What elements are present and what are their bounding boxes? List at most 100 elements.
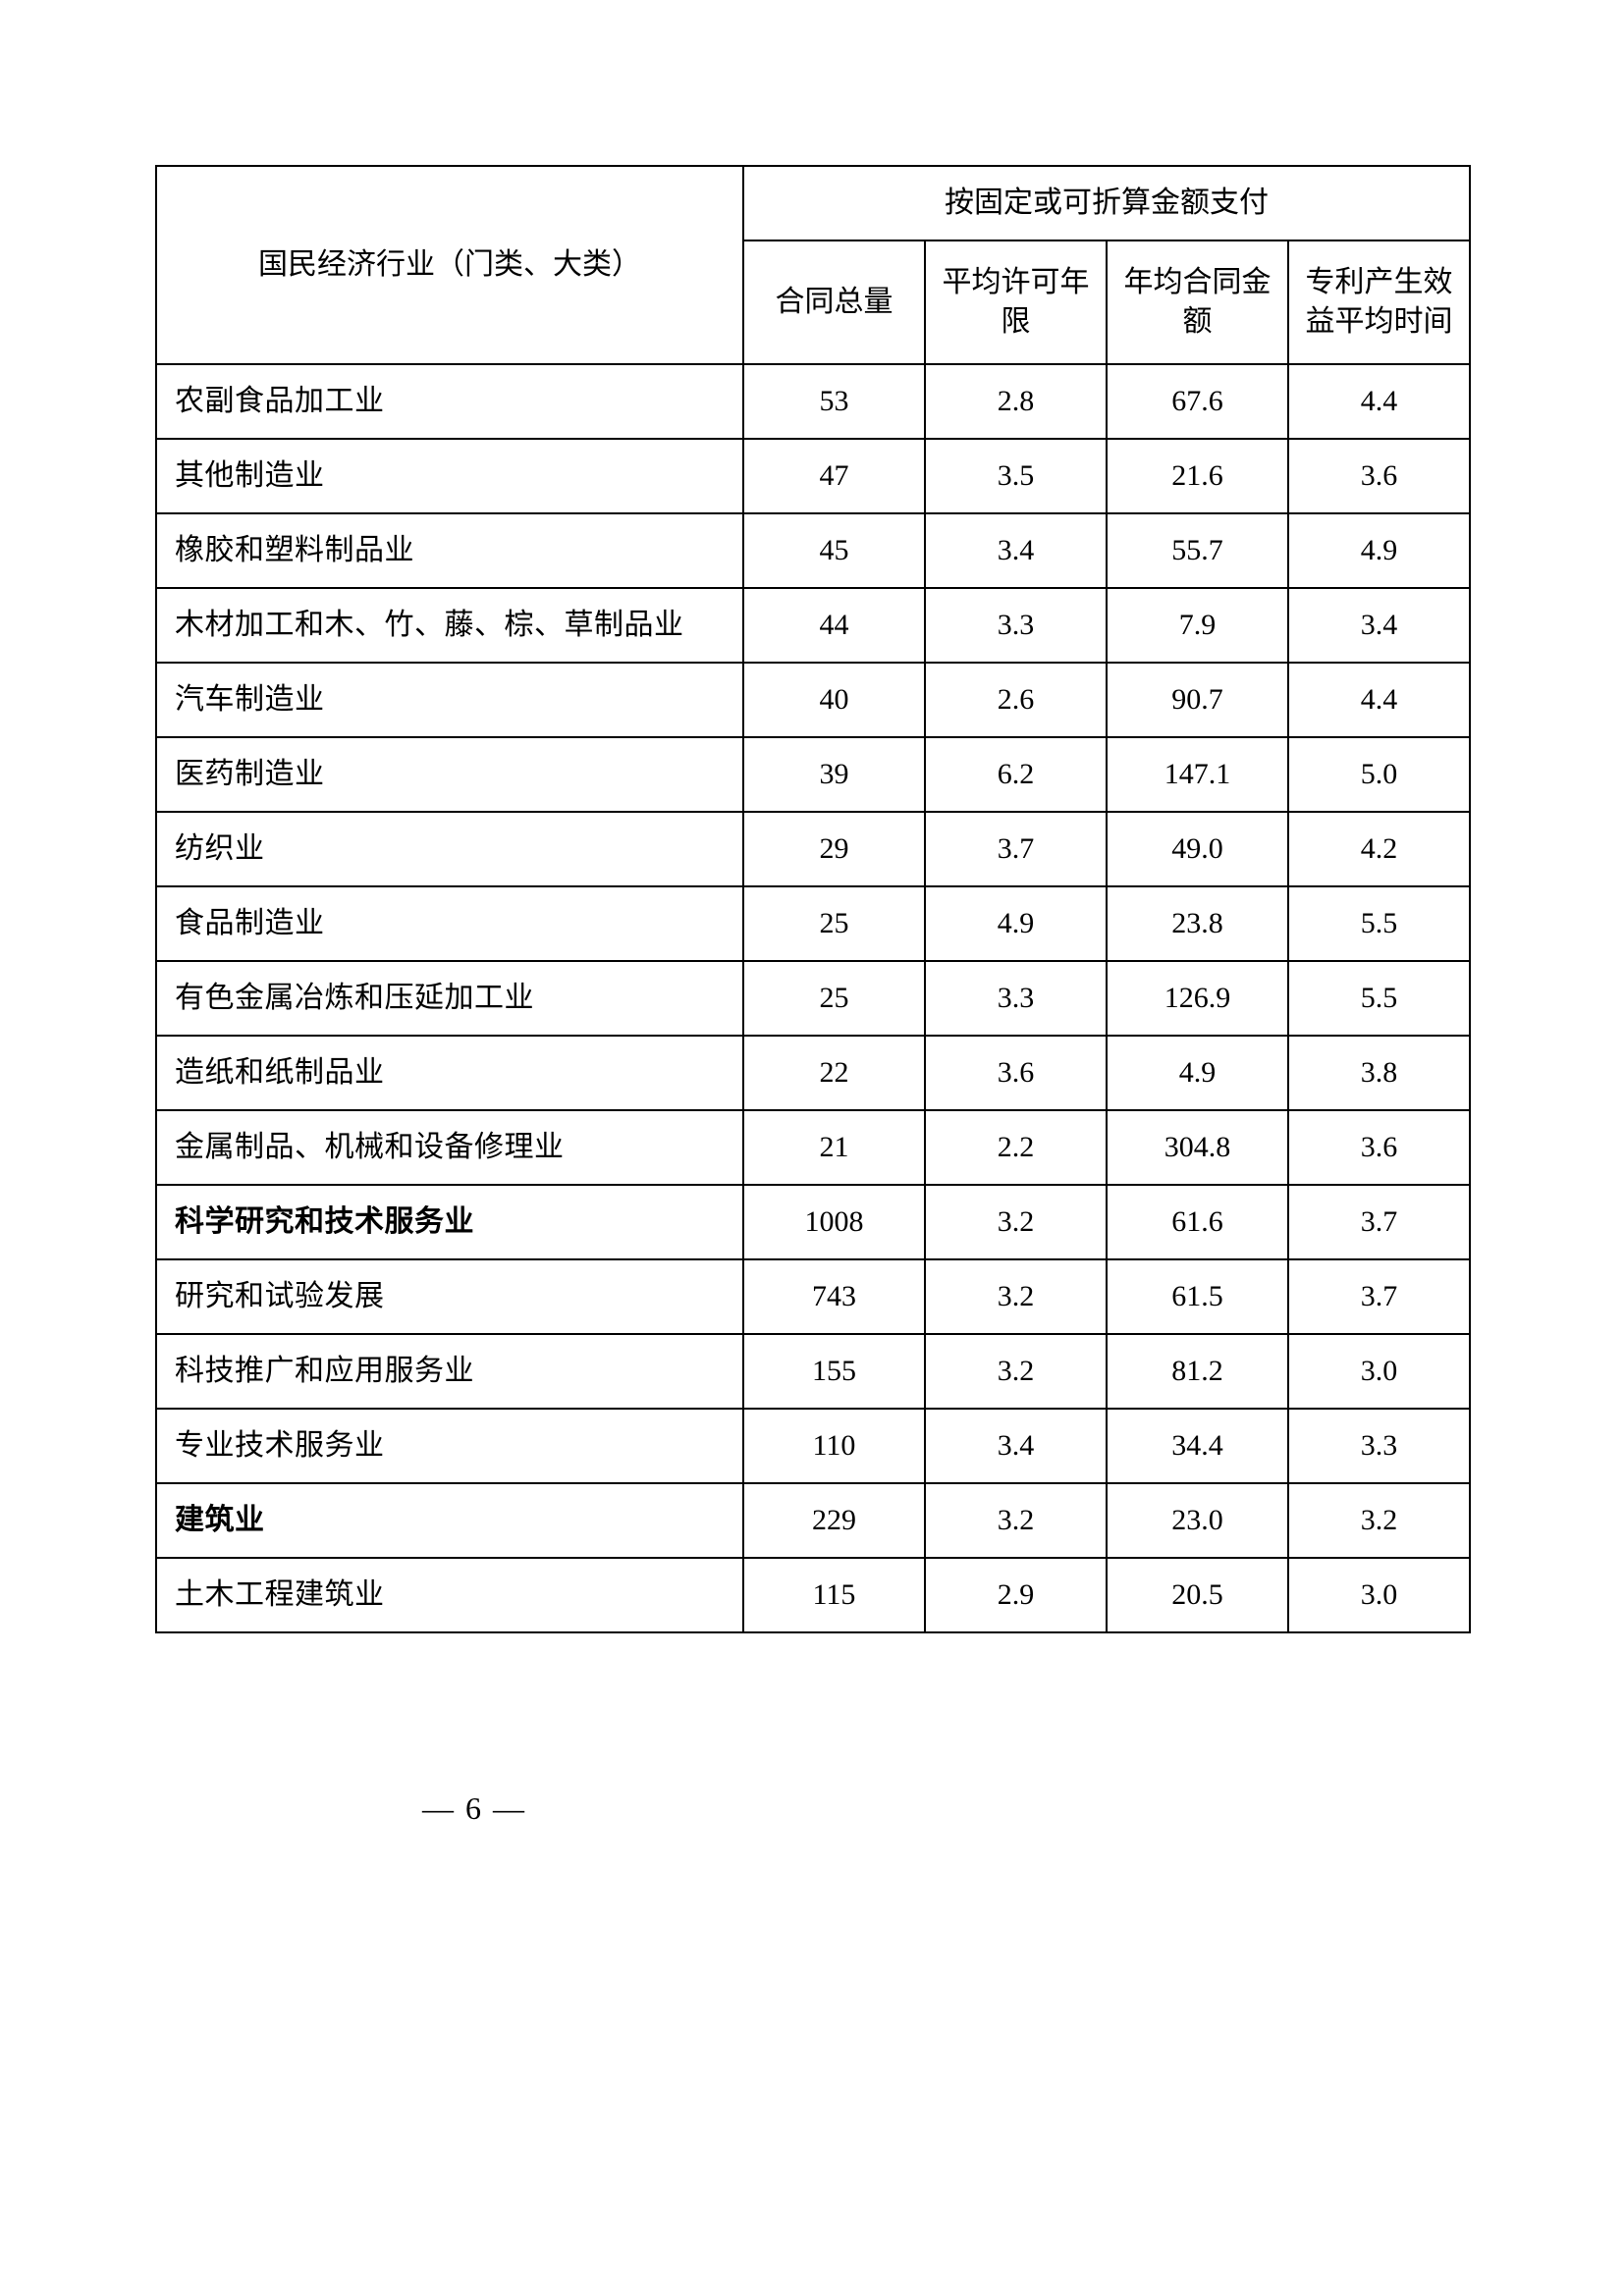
cell-industry: 其他制造业 (156, 439, 743, 513)
table-row: 木材加工和木、竹、藤、棕、草制品业443.37.93.4 (156, 588, 1470, 663)
cell-c2: 3.2 (925, 1185, 1107, 1259)
cell-c3: 61.6 (1107, 1185, 1288, 1259)
cell-c4: 3.4 (1288, 588, 1470, 663)
table-header: 国民经济行业（门类、大类） 按固定或可折算金额支付 合同总量 平均许可年限 年均… (156, 166, 1470, 364)
cell-c1: 47 (743, 439, 925, 513)
table-row: 研究和试验发展7433.261.53.7 (156, 1259, 1470, 1334)
cell-c4: 5.0 (1288, 737, 1470, 812)
cell-c1: 229 (743, 1483, 925, 1558)
cell-c3: 55.7 (1107, 513, 1288, 588)
cell-c2: 3.2 (925, 1259, 1107, 1334)
table-row: 科技推广和应用服务业1553.281.23.0 (156, 1334, 1470, 1409)
table-row: 有色金属冶炼和压延加工业253.3126.95.5 (156, 961, 1470, 1036)
cell-c4: 4.9 (1288, 513, 1470, 588)
cell-industry: 橡胶和塑料制品业 (156, 513, 743, 588)
cell-industry: 建筑业 (156, 1483, 743, 1558)
header-c2: 平均许可年限 (925, 240, 1107, 364)
cell-industry: 金属制品、机械和设备修理业 (156, 1110, 743, 1185)
cell-industry: 造纸和纸制品业 (156, 1036, 743, 1110)
cell-c3: 21.6 (1107, 439, 1288, 513)
cell-c1: 45 (743, 513, 925, 588)
cell-c3: 49.0 (1107, 812, 1288, 886)
cell-c3: 20.5 (1107, 1558, 1288, 1632)
table-row: 橡胶和塑料制品业453.455.74.9 (156, 513, 1470, 588)
table-row: 纺织业293.749.04.2 (156, 812, 1470, 886)
cell-c4: 3.8 (1288, 1036, 1470, 1110)
table-row: 农副食品加工业532.867.64.4 (156, 364, 1470, 439)
cell-c1: 25 (743, 961, 925, 1036)
cell-c3: 147.1 (1107, 737, 1288, 812)
cell-c4: 3.7 (1288, 1259, 1470, 1334)
cell-c4: 3.2 (1288, 1483, 1470, 1558)
cell-industry: 土木工程建筑业 (156, 1558, 743, 1632)
cell-c3: 90.7 (1107, 663, 1288, 737)
cell-industry: 木材加工和木、竹、藤、棕、草制品业 (156, 588, 743, 663)
page-number: — 6 — (422, 1790, 526, 1827)
table-row: 专业技术服务业1103.434.43.3 (156, 1409, 1470, 1483)
cell-c4: 3.7 (1288, 1185, 1470, 1259)
table-row: 金属制品、机械和设备修理业212.2304.83.6 (156, 1110, 1470, 1185)
cell-c3: 81.2 (1107, 1334, 1288, 1409)
cell-c3: 67.6 (1107, 364, 1288, 439)
cell-industry: 专业技术服务业 (156, 1409, 743, 1483)
table-row: 医药制造业396.2147.15.0 (156, 737, 1470, 812)
cell-c2: 2.9 (925, 1558, 1107, 1632)
cell-c1: 53 (743, 364, 925, 439)
header-group: 按固定或可折算金额支付 (743, 166, 1470, 240)
cell-c3: 23.8 (1107, 886, 1288, 961)
cell-industry: 纺织业 (156, 812, 743, 886)
cell-c3: 34.4 (1107, 1409, 1288, 1483)
cell-industry: 汽车制造业 (156, 663, 743, 737)
cell-c2: 2.2 (925, 1110, 1107, 1185)
cell-c4: 3.3 (1288, 1409, 1470, 1483)
header-industry: 国民经济行业（门类、大类） (156, 166, 743, 364)
cell-industry: 科技推广和应用服务业 (156, 1334, 743, 1409)
table-row: 食品制造业254.923.85.5 (156, 886, 1470, 961)
cell-c4: 3.6 (1288, 439, 1470, 513)
cell-industry: 农副食品加工业 (156, 364, 743, 439)
cell-c3: 304.8 (1107, 1110, 1288, 1185)
cell-c2: 3.7 (925, 812, 1107, 886)
cell-c3: 23.0 (1107, 1483, 1288, 1558)
cell-c4: 4.4 (1288, 364, 1470, 439)
cell-c1: 44 (743, 588, 925, 663)
cell-industry: 科学研究和技术服务业 (156, 1185, 743, 1259)
cell-c4: 3.6 (1288, 1110, 1470, 1185)
cell-c4: 3.0 (1288, 1334, 1470, 1409)
cell-c1: 743 (743, 1259, 925, 1334)
cell-c1: 21 (743, 1110, 925, 1185)
header-c4: 专利产生效益平均时间 (1288, 240, 1470, 364)
cell-c1: 155 (743, 1334, 925, 1409)
table-row: 土木工程建筑业1152.920.53.0 (156, 1558, 1470, 1632)
cell-c2: 3.4 (925, 1409, 1107, 1483)
table-row: 其他制造业473.521.63.6 (156, 439, 1470, 513)
cell-c1: 39 (743, 737, 925, 812)
cell-c4: 4.2 (1288, 812, 1470, 886)
cell-c3: 7.9 (1107, 588, 1288, 663)
cell-c4: 5.5 (1288, 961, 1470, 1036)
table-row: 造纸和纸制品业223.64.93.8 (156, 1036, 1470, 1110)
header-c3: 年均合同金额 (1107, 240, 1288, 364)
cell-industry: 食品制造业 (156, 886, 743, 961)
cell-c2: 6.2 (925, 737, 1107, 812)
cell-c1: 29 (743, 812, 925, 886)
cell-c1: 25 (743, 886, 925, 961)
cell-c2: 3.2 (925, 1483, 1107, 1558)
table-row: 汽车制造业402.690.74.4 (156, 663, 1470, 737)
cell-c4: 5.5 (1288, 886, 1470, 961)
cell-c1: 1008 (743, 1185, 925, 1259)
cell-c2: 2.8 (925, 364, 1107, 439)
cell-c3: 61.5 (1107, 1259, 1288, 1334)
cell-c2: 3.4 (925, 513, 1107, 588)
cell-c2: 3.5 (925, 439, 1107, 513)
cell-c1: 40 (743, 663, 925, 737)
page-content: 国民经济行业（门类、大类） 按固定或可折算金额支付 合同总量 平均许可年限 年均… (155, 165, 1469, 1633)
cell-c4: 3.0 (1288, 1558, 1470, 1632)
table-row: 建筑业2293.223.03.2 (156, 1483, 1470, 1558)
cell-industry: 医药制造业 (156, 737, 743, 812)
cell-c2: 2.6 (925, 663, 1107, 737)
cell-c2: 3.3 (925, 961, 1107, 1036)
cell-c2: 3.2 (925, 1334, 1107, 1409)
cell-industry: 有色金属冶炼和压延加工业 (156, 961, 743, 1036)
cell-c3: 4.9 (1107, 1036, 1288, 1110)
